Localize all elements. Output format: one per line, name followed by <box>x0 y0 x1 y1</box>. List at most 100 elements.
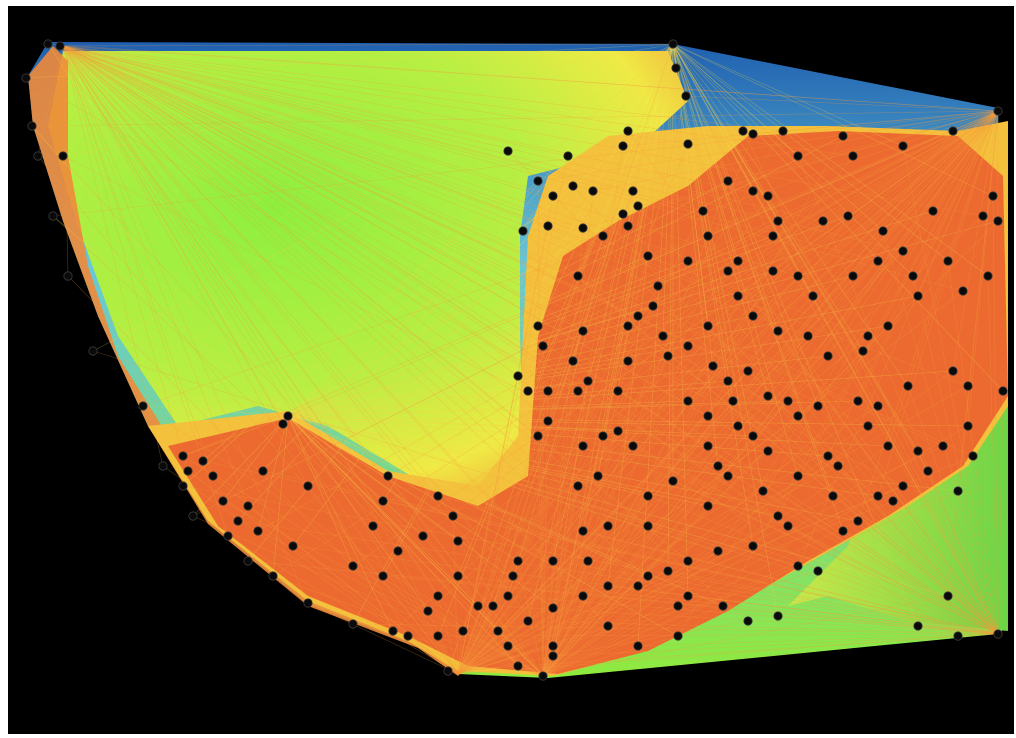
mesh-edge <box>707 110 999 507</box>
mesh-edge <box>797 475 999 635</box>
mesh-edge <box>62 45 969 387</box>
mesh-edge <box>672 43 689 597</box>
mesh-edge <box>287 380 589 417</box>
mesh-edge <box>62 45 679 607</box>
mesh-edges <box>25 43 1004 677</box>
mesh-edge <box>672 43 909 387</box>
mesh-edge <box>542 390 549 677</box>
mesh-edge <box>62 45 824 222</box>
mesh-edge <box>675 67 999 635</box>
mesh-edge <box>62 45 799 277</box>
mesh-vertex <box>723 266 733 276</box>
mesh-edge <box>62 45 509 647</box>
mesh-vertex <box>283 411 293 421</box>
mesh-edge <box>457 575 514 675</box>
mesh-edge <box>542 425 739 677</box>
mesh-vertex <box>953 631 963 641</box>
mesh-edge <box>537 435 544 677</box>
mesh-vertex <box>243 501 253 511</box>
mesh-edge <box>542 400 789 677</box>
mesh-vertex <box>803 331 813 341</box>
mesh-edge <box>62 45 799 417</box>
mesh-edge <box>457 235 604 675</box>
mesh-vertex <box>548 556 558 566</box>
mesh-edge <box>827 110 999 357</box>
mesh-edge <box>927 470 999 635</box>
mesh-edge <box>672 43 814 297</box>
mesh-edge <box>457 275 799 675</box>
mesh-vertex <box>583 376 593 386</box>
mesh-edge <box>62 45 869 337</box>
mesh-edge <box>797 155 999 635</box>
mesh-edge <box>387 475 544 677</box>
mesh-vertex <box>703 501 713 511</box>
mesh-edge <box>592 110 999 192</box>
mesh-edge <box>672 43 884 232</box>
mesh-edge <box>547 420 999 635</box>
mesh-edge <box>257 415 289 532</box>
mesh-edge <box>542 400 859 677</box>
mesh-vertex <box>458 626 468 636</box>
mesh-vertex <box>303 481 313 491</box>
mesh-edge <box>672 43 769 397</box>
mesh-edge <box>552 633 999 657</box>
mesh-edge <box>547 110 999 392</box>
mesh-edge <box>352 623 999 635</box>
mesh-vertex <box>623 126 633 136</box>
mesh-edge <box>547 43 674 422</box>
mesh-vertex <box>543 386 553 396</box>
mesh-vertex <box>763 191 773 201</box>
mesh-edge <box>272 415 289 577</box>
mesh-vertex <box>683 396 693 406</box>
mesh-edge <box>627 225 999 635</box>
mesh-vertex <box>548 603 558 613</box>
mesh-vertex <box>853 396 863 406</box>
mesh-vertex <box>288 541 298 551</box>
mesh-edge <box>542 435 754 677</box>
mesh-edge <box>62 45 629 327</box>
mesh-vertex <box>671 63 681 73</box>
mesh-edge <box>542 235 774 677</box>
mesh-edge <box>917 450 999 635</box>
mesh-edge <box>287 415 959 492</box>
mesh-edge <box>672 43 819 407</box>
mesh-edge <box>637 43 674 207</box>
mesh-vertex <box>683 256 693 266</box>
mesh-vertex <box>233 516 243 526</box>
mesh-vertex <box>948 366 958 376</box>
mesh-edge <box>552 43 674 657</box>
mesh-vertex <box>198 456 208 466</box>
mesh-edge <box>527 43 674 392</box>
mesh-edge <box>607 585 999 635</box>
mesh-edge <box>62 45 769 452</box>
mesh-edge <box>542 345 689 677</box>
mesh-edge <box>542 190 594 677</box>
mesh-vertex <box>878 226 888 236</box>
mesh-edge <box>287 400 689 417</box>
mesh-vertex <box>453 571 463 581</box>
mesh-edge <box>437 633 999 637</box>
mesh-edge <box>582 530 999 635</box>
mesh-vertex <box>773 216 783 226</box>
mesh-vertex <box>643 571 653 581</box>
mesh-edge <box>272 575 544 677</box>
mesh-edge <box>287 415 429 612</box>
mesh-edge <box>182 455 544 677</box>
mesh-edge <box>542 210 934 677</box>
mesh-edge <box>507 43 674 597</box>
mesh-edge <box>552 110 999 609</box>
mesh-edge <box>62 45 584 332</box>
mesh-edge <box>62 45 689 145</box>
mesh-vertex <box>668 476 678 486</box>
mesh-vertex <box>538 341 548 351</box>
mesh-edge <box>457 335 809 675</box>
mesh-edge <box>572 185 999 635</box>
mesh-vertex <box>578 441 588 451</box>
mesh-edge <box>602 435 999 635</box>
mesh-edge <box>732 400 999 635</box>
mesh-edge <box>537 325 999 635</box>
mesh-edge <box>542 505 709 677</box>
mesh-vertex <box>55 41 65 51</box>
mesh-edge <box>62 45 904 487</box>
mesh-edge <box>457 330 584 675</box>
